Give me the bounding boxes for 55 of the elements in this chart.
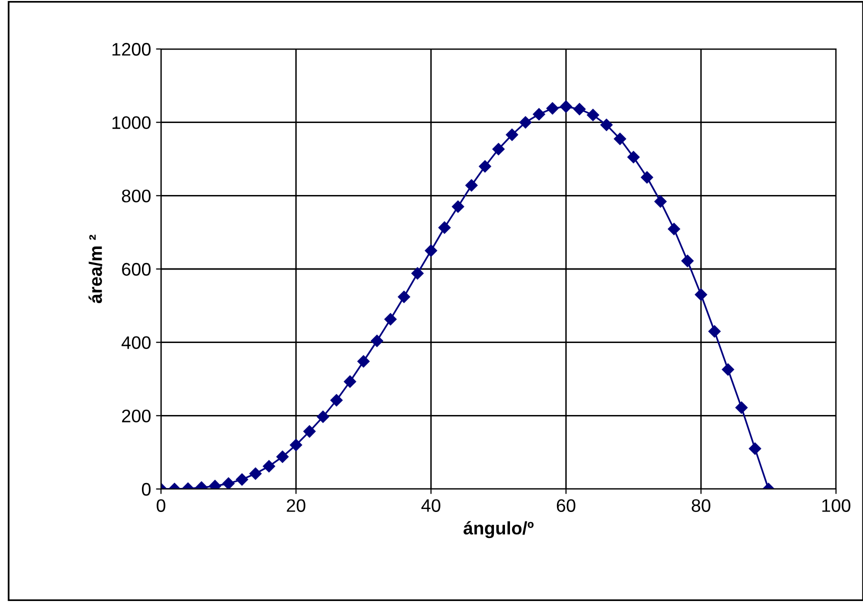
point (654, 195, 667, 208)
point (452, 200, 464, 213)
point (438, 221, 451, 234)
point (465, 179, 478, 192)
y-tick-label: 600 (122, 262, 151, 276)
point (560, 100, 572, 113)
point (735, 402, 748, 414)
point (506, 128, 518, 141)
point (290, 438, 302, 452)
point (222, 477, 235, 489)
y-tick-label: 1200 (112, 42, 151, 56)
point (316, 410, 330, 423)
point (424, 244, 438, 257)
y-tick-label: 200 (122, 410, 151, 422)
point (262, 460, 276, 472)
point (586, 108, 600, 122)
point (249, 468, 262, 480)
point (694, 288, 708, 301)
point (681, 254, 694, 268)
point (668, 222, 680, 236)
point (370, 334, 384, 347)
point (330, 394, 343, 406)
x-tick-label: 20 (286, 499, 306, 512)
x-tick-label: 0 (156, 499, 166, 512)
point (708, 325, 721, 338)
point (478, 160, 492, 172)
point (614, 132, 626, 145)
y-tick-label: 800 (122, 190, 151, 202)
x-tick-label: 40 (421, 499, 440, 512)
point (236, 473, 248, 486)
point (573, 103, 586, 116)
point (384, 313, 397, 326)
x-tick-label: 60 (556, 499, 576, 512)
point (411, 267, 424, 280)
point (492, 143, 505, 156)
point (357, 355, 370, 368)
point (748, 442, 762, 455)
point (398, 290, 410, 303)
y-tick-label: 400 (122, 336, 151, 350)
x-tick-label: 80 (692, 499, 710, 512)
y-tick-label: 1000 (112, 116, 151, 130)
y-axis-title: área/m ² (88, 234, 102, 304)
point (276, 450, 289, 463)
x-axis-title: ángulo/º (464, 521, 534, 538)
point (546, 102, 559, 114)
point (640, 171, 654, 184)
point (303, 425, 316, 438)
point (600, 118, 613, 131)
point (722, 363, 734, 376)
point (519, 116, 532, 128)
point (532, 108, 546, 120)
point (344, 375, 356, 388)
y-tick-label: 0 (142, 482, 151, 496)
x-tick-label: 100 (822, 499, 850, 512)
point (627, 151, 640, 164)
